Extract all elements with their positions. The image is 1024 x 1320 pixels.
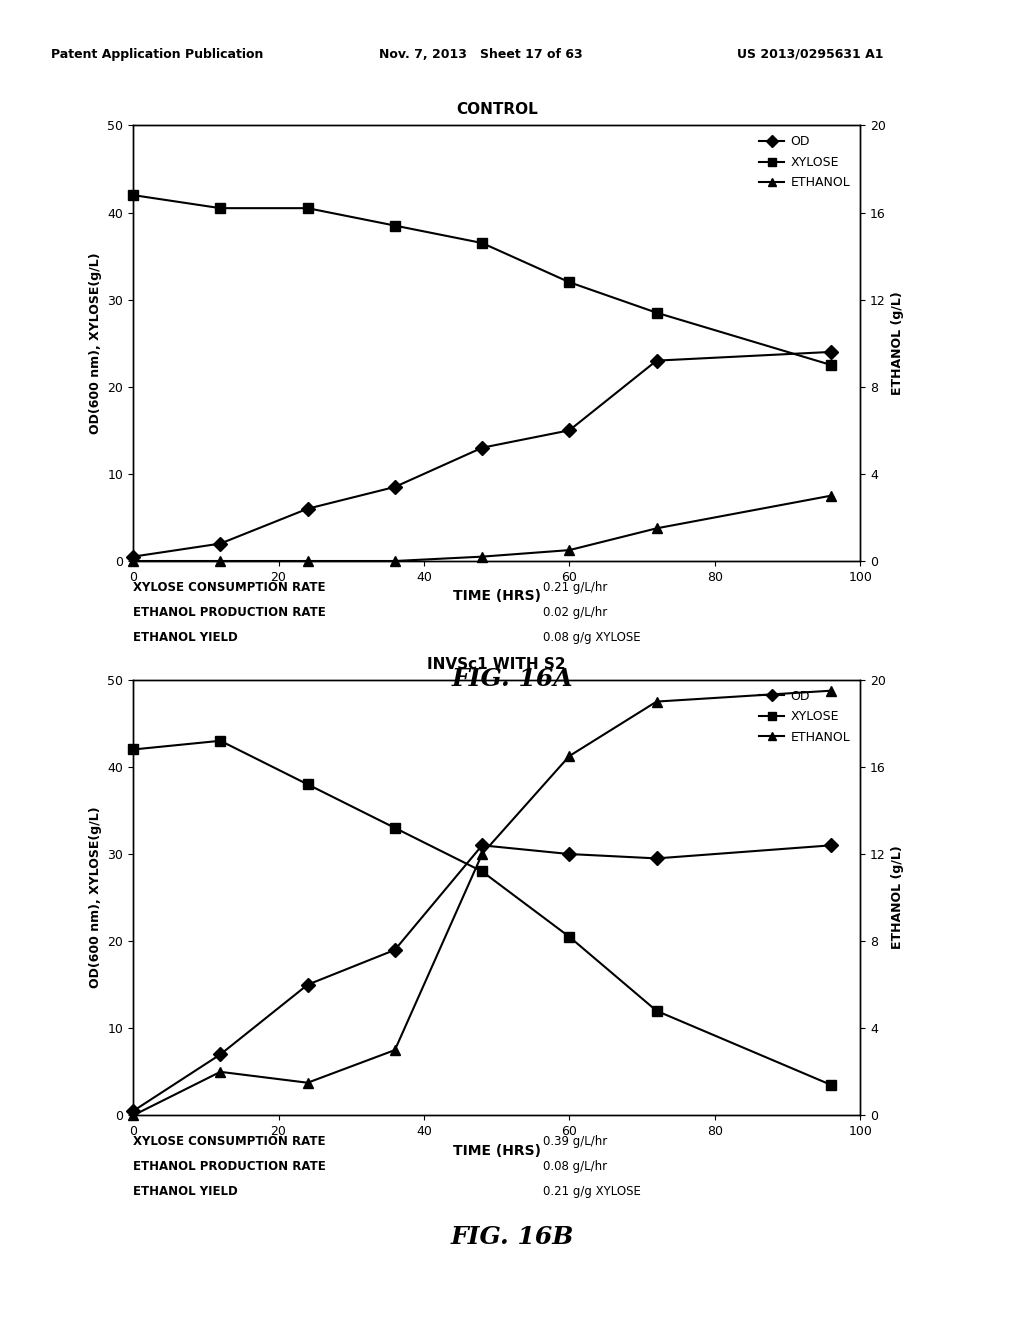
Text: 0.08 g/L/hr: 0.08 g/L/hr (543, 1160, 607, 1173)
Text: XYLOSE CONSUMPTION RATE: XYLOSE CONSUMPTION RATE (133, 1135, 326, 1148)
Y-axis label: OD(600 nm), XYLOSE(g/L): OD(600 nm), XYLOSE(g/L) (89, 252, 101, 434)
Title: INVSc1 WITH S2: INVSc1 WITH S2 (427, 656, 566, 672)
Y-axis label: ETHANOL (g/L): ETHANOL (g/L) (891, 846, 904, 949)
Text: ETHANOL YIELD: ETHANOL YIELD (133, 631, 238, 644)
X-axis label: TIME (HRS): TIME (HRS) (453, 1143, 541, 1158)
Text: FIG. 16B: FIG. 16B (451, 1225, 573, 1249)
Title: CONTROL: CONTROL (456, 102, 538, 117)
Text: ETHANOL PRODUCTION RATE: ETHANOL PRODUCTION RATE (133, 1160, 326, 1173)
Text: ETHANOL PRODUCTION RATE: ETHANOL PRODUCTION RATE (133, 606, 326, 619)
Text: 0.39 g/L/hr: 0.39 g/L/hr (543, 1135, 607, 1148)
Text: ETHANOL YIELD: ETHANOL YIELD (133, 1185, 238, 1199)
Y-axis label: ETHANOL (g/L): ETHANOL (g/L) (891, 292, 904, 395)
Text: Nov. 7, 2013   Sheet 17 of 63: Nov. 7, 2013 Sheet 17 of 63 (379, 48, 583, 61)
Text: Patent Application Publication: Patent Application Publication (51, 48, 263, 61)
Legend: OD, XYLOSE, ETHANOL: OD, XYLOSE, ETHANOL (756, 132, 854, 193)
Text: US 2013/0295631 A1: US 2013/0295631 A1 (737, 48, 884, 61)
Legend: OD, XYLOSE, ETHANOL: OD, XYLOSE, ETHANOL (756, 686, 854, 747)
X-axis label: TIME (HRS): TIME (HRS) (453, 589, 541, 603)
Text: FIG. 16A: FIG. 16A (452, 667, 572, 690)
Text: 0.02 g/L/hr: 0.02 g/L/hr (543, 606, 607, 619)
Text: 0.21 g/L/hr: 0.21 g/L/hr (543, 581, 607, 594)
Y-axis label: OD(600 nm), XYLOSE(g/L): OD(600 nm), XYLOSE(g/L) (89, 807, 101, 989)
Text: 0.08 g/g XYLOSE: 0.08 g/g XYLOSE (543, 631, 640, 644)
Text: XYLOSE CONSUMPTION RATE: XYLOSE CONSUMPTION RATE (133, 581, 326, 594)
Text: 0.21 g/g XYLOSE: 0.21 g/g XYLOSE (543, 1185, 641, 1199)
